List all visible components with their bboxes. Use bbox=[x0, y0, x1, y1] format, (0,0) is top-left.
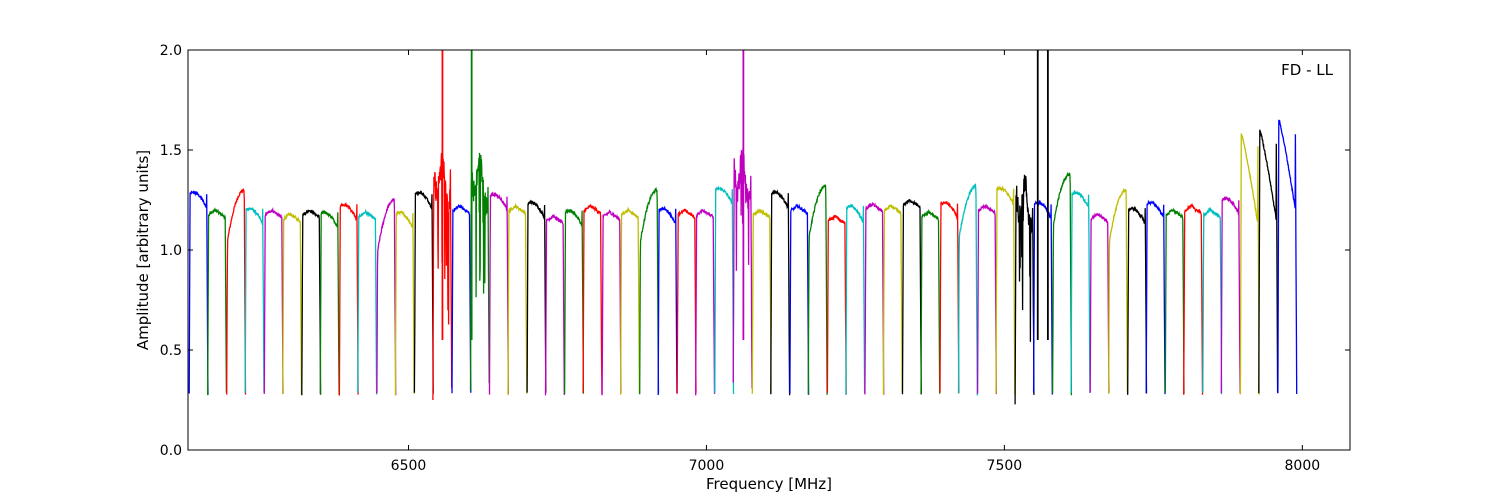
spectrum-band-49 bbox=[1089, 212, 1110, 393]
spectrum-band-31 bbox=[751, 208, 772, 394]
spectrum-band-43 bbox=[976, 203, 997, 395]
spectrum-band-44 bbox=[995, 185, 1016, 395]
y-tick-label: 1.5 bbox=[160, 143, 182, 159]
spectrum-band-9 bbox=[338, 201, 359, 396]
spectrum-band-17 bbox=[488, 191, 509, 395]
tick-layer: 6500 7000 7500 8000 0.0 0.5 1.0 1.5 2.0 bbox=[160, 43, 1350, 474]
spectrum-band-6 bbox=[282, 211, 303, 395]
x-tick-label: 7000 bbox=[689, 458, 725, 474]
spectrum-band-22 bbox=[582, 203, 603, 395]
spectrum-band-21 bbox=[563, 208, 585, 395]
spectrum-band-58 bbox=[1258, 129, 1279, 394]
spectrum-band-54 bbox=[1183, 202, 1204, 395]
spectrum-band-28 bbox=[695, 208, 716, 396]
y-tick-label: 0.0 bbox=[160, 443, 182, 459]
spectrum-band-16 bbox=[469, 152, 490, 391]
spectrum-band-33 bbox=[789, 203, 810, 395]
spectrum-band-39 bbox=[901, 198, 922, 395]
spectrum-band-29 bbox=[714, 185, 735, 395]
y-axis-label: Amplitude [arbitrary units] bbox=[134, 150, 152, 350]
spectrum-band-47 bbox=[1051, 171, 1073, 396]
spectrum-band-59 bbox=[1277, 119, 1298, 395]
spectrum-band-15 bbox=[451, 204, 472, 394]
spectrum-band-42 bbox=[957, 183, 978, 396]
spectrum-band-8 bbox=[319, 209, 340, 396]
spectrum-band-10 bbox=[357, 208, 378, 395]
spectrum-band-32 bbox=[770, 189, 791, 396]
x-axis-label: Frequency [MHz] bbox=[706, 475, 832, 493]
spectrum-band-45 bbox=[1014, 174, 1035, 405]
spectrum-band-48 bbox=[1070, 189, 1091, 393]
spectrum-band-20 bbox=[544, 214, 565, 396]
spectrum-band-7 bbox=[301, 209, 322, 396]
spectrum-band-5 bbox=[263, 206, 284, 394]
spectrum-band-26 bbox=[657, 205, 678, 396]
spectrum-band-18 bbox=[507, 203, 528, 396]
spectrum-band-24 bbox=[619, 206, 641, 395]
series-layer bbox=[188, 50, 1298, 405]
spectrum-band-27 bbox=[676, 208, 697, 394]
spectrum-band-2 bbox=[207, 207, 228, 396]
y-tick-label: 1.0 bbox=[160, 243, 182, 259]
spectrum-band-3 bbox=[226, 188, 247, 395]
spectrum-band-57 bbox=[1239, 133, 1260, 395]
spectrum-band-40 bbox=[920, 209, 941, 395]
spectrum-band-53 bbox=[1164, 207, 1185, 394]
spectrum-band-41 bbox=[939, 200, 960, 394]
spectrum-band-1 bbox=[188, 189, 209, 395]
x-tick-label: 6500 bbox=[391, 458, 427, 474]
spectrum-band-35 bbox=[826, 214, 847, 395]
spectrum-band-50 bbox=[1108, 187, 1129, 394]
spectrum-band-13 bbox=[413, 190, 434, 394]
spectrum-band-12 bbox=[394, 210, 415, 396]
spectrum-band-4 bbox=[244, 206, 265, 394]
spectrum-band-46 bbox=[1032, 199, 1053, 395]
plot-annotation: FD - LL bbox=[1281, 61, 1333, 79]
spectrum-band-52 bbox=[1145, 199, 1166, 395]
spectrum-band-38 bbox=[882, 203, 903, 395]
spectrum-band-37 bbox=[864, 201, 885, 395]
spectrum-band-36 bbox=[845, 203, 866, 396]
spectrum-band-25 bbox=[639, 186, 660, 395]
x-tick-label: 7500 bbox=[987, 458, 1023, 474]
y-tick-label: 0.5 bbox=[160, 343, 182, 359]
spectrum-band-56 bbox=[1220, 196, 1241, 394]
spectrum-band-51 bbox=[1127, 205, 1148, 395]
spectrum-band-11 bbox=[376, 197, 397, 396]
spectrum-band-55 bbox=[1202, 206, 1223, 395]
y-tick-label: 2.0 bbox=[160, 43, 182, 59]
spectrum-band-23 bbox=[601, 209, 622, 396]
spectrum-band-19 bbox=[526, 199, 547, 393]
x-tick-label: 8000 bbox=[1285, 458, 1321, 474]
spectrum-band-34 bbox=[807, 184, 828, 395]
